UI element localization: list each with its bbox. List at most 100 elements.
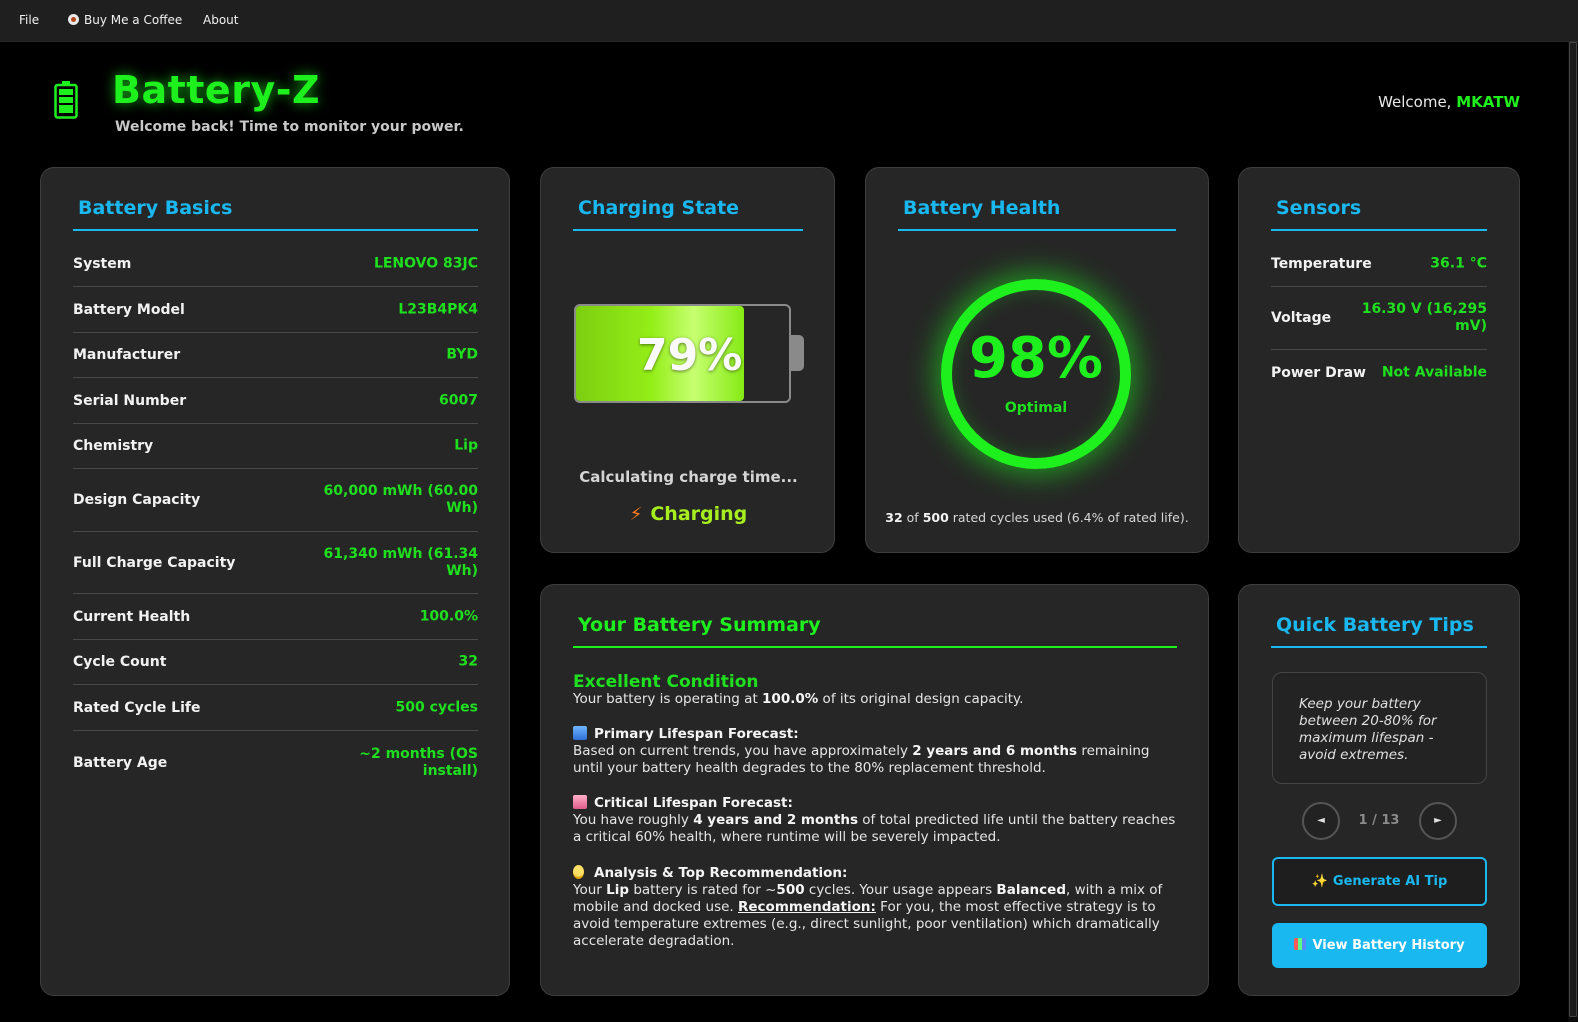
- text-span: of total predicted life until the batter…: [573, 812, 1176, 845]
- analysis-recommendation: Analysis & Top Recommendation: Your Lip …: [573, 865, 1183, 950]
- forecast-value: 4 years and 2 months: [693, 812, 858, 828]
- kv-label: Power Draw: [1271, 365, 1366, 381]
- kv-value-line: 16.30 V (16,295: [1361, 301, 1487, 317]
- kv-row-system: System LENOVO 83JC: [73, 241, 478, 287]
- generate-label: Generate AI Tip: [1332, 874, 1448, 889]
- text-span: Your battery is operating at: [573, 691, 763, 707]
- card-title: Battery Basics: [78, 197, 233, 219]
- quick-tips-card: Quick Battery Tips Keep your battery bet…: [1238, 584, 1520, 996]
- menu-file[interactable]: File: [19, 13, 40, 27]
- welcome-message: Welcome, MKATW: [1378, 93, 1520, 111]
- menu-buy-me-a-coffee[interactable]: Buy Me a Coffee: [68, 13, 182, 27]
- title-divider: [1271, 229, 1487, 231]
- kv-row-manufacturer: Manufacturer BYD: [73, 333, 478, 378]
- title-divider: [573, 646, 1177, 648]
- condition-text: Your battery is operating at 100.0% of i…: [573, 691, 1183, 708]
- battery-basics-card: Battery Basics System LENOVO 83JC Battery…: [40, 167, 510, 996]
- forecast-value: 2 years and 6 months: [912, 743, 1078, 759]
- lightning-bolt-icon: ⚡: [629, 504, 643, 525]
- kv-value-line: ~2 months (OS: [359, 745, 478, 762]
- kv-value: 60,000 mWh (60.00 Wh): [324, 483, 478, 517]
- view-battery-history-button[interactable]: View Battery History: [1272, 923, 1487, 968]
- kv-value: 32: [458, 653, 478, 670]
- kv-value: 100.0%: [419, 608, 478, 624]
- app-subtitle: Welcome back! Time to monitor your power…: [115, 119, 464, 135]
- primary-forecast-heading: Primary Lifespan Forecast:: [573, 726, 1183, 743]
- kv-value-line: mV): [1455, 318, 1487, 334]
- kv-value: 6007: [439, 392, 478, 408]
- card-title: Sensors: [1276, 197, 1362, 219]
- kv-label: Battery Model: [73, 301, 185, 318]
- primary-forecast-body: Based on current trends, you have approx…: [573, 743, 1183, 777]
- kv-row-serial-number: Serial Number 6007: [73, 378, 478, 424]
- analysis-body: Your Lip battery is rated for ~500 cycle…: [573, 882, 1183, 950]
- recommendation-label: Recommendation:: [738, 899, 876, 915]
- tip-box: Keep your battery between 20-80% for max…: [1272, 672, 1487, 784]
- health-ring: [941, 279, 1131, 469]
- kv-label: Rated Cycle Life: [73, 699, 201, 716]
- battery-level-fill: [576, 306, 744, 401]
- text-span: , with a mix of mobile and docked use.: [573, 882, 1163, 915]
- lightbulb-icon: [573, 865, 584, 879]
- kv-value: 36.1 °C: [1430, 255, 1487, 271]
- card-title: Charging State: [578, 197, 740, 219]
- text-span: battery is rated for ~: [629, 882, 777, 898]
- chemistry-value: Lip: [606, 882, 630, 898]
- battery-gauge: [574, 304, 791, 403]
- text-span: Your: [573, 882, 607, 898]
- kv-value-line: Wh): [446, 500, 478, 516]
- bar-chart-icon: [1294, 938, 1307, 950]
- kv-value: 61,340 mWh (61.34 Wh): [324, 546, 478, 580]
- chart-down-icon: [573, 795, 587, 809]
- text-span: remaining until your battery health degr…: [573, 743, 1150, 776]
- kv-row-battery-age: Battery Age ~2 months (OS install): [73, 731, 478, 794]
- kv-label: Serial Number: [73, 392, 187, 409]
- next-tip-button[interactable]: ►: [1419, 802, 1457, 840]
- generate-ai-tip-button[interactable]: ✨ Generate AI Tip: [1272, 857, 1487, 906]
- kv-label: Design Capacity: [73, 492, 201, 508]
- cycles-rated: 500: [922, 510, 949, 525]
- kv-label: Voltage: [1271, 310, 1332, 326]
- critical-forecast-body: You have roughly 4 years and 2 months of…: [573, 812, 1183, 846]
- kv-value: L23B4PK4: [398, 301, 478, 317]
- kv-row-chemistry: Chemistry Lip: [73, 424, 478, 469]
- cycles-suffix: rated cycles used (6.4% of rated life).: [948, 510, 1189, 525]
- kv-label: Cycle Count: [73, 654, 167, 670]
- kv-value-line: Wh): [446, 562, 478, 579]
- kv-label: Temperature: [1271, 255, 1372, 272]
- battery-logo-icon: [54, 81, 78, 119]
- condition-heading: Excellent Condition: [573, 672, 759, 692]
- cycles-used: 32: [885, 510, 903, 525]
- kv-value: ~2 months (OS install): [359, 746, 478, 780]
- card-title: Your Battery Summary: [578, 614, 821, 636]
- analysis-heading: Analysis & Top Recommendation:: [573, 865, 1183, 882]
- kv-value-line: 61,340 mWh (61.34: [323, 545, 478, 562]
- primary-forecast: Primary Lifespan Forecast: Based on curr…: [573, 726, 1183, 777]
- health-percent: 98%: [968, 326, 1104, 391]
- kv-value: BYD: [446, 346, 478, 363]
- sensor-row-power-draw: Power Draw Not Available: [1271, 350, 1487, 396]
- title-divider: [573, 229, 803, 231]
- kv-row-full-charge-capacity: Full Charge Capacity 61,340 mWh (61.34 Wh): [73, 532, 478, 594]
- kv-row-battery-model: Battery Model L23B4PK4: [73, 287, 478, 333]
- kv-label: Battery Age: [73, 754, 168, 771]
- menu-about[interactable]: About: [203, 13, 239, 27]
- title-divider: [73, 229, 478, 231]
- chart-icon: [573, 726, 587, 740]
- text-span: of its original design capacity.: [818, 691, 1024, 707]
- previous-tip-button[interactable]: ◄: [1302, 802, 1340, 840]
- kv-value-line: install): [422, 762, 478, 779]
- tip-counter: 1 / 13: [1358, 813, 1400, 828]
- scrollbar-thumb[interactable]: [1569, 42, 1577, 1017]
- welcome-prefix: Welcome,: [1378, 93, 1457, 111]
- menu-bar: File Buy Me a Coffee About: [0, 0, 1578, 42]
- kv-value: Lip: [454, 437, 478, 454]
- heading-label: Analysis & Top Recommendation:: [594, 865, 848, 881]
- critical-forecast: Critical Lifespan Forecast: You have rou…: [573, 795, 1183, 846]
- critical-forecast-heading: Critical Lifespan Forecast:: [573, 795, 1183, 812]
- kv-value: 500 cycles: [395, 699, 478, 715]
- vertical-scrollbar[interactable]: [1568, 42, 1578, 1022]
- battery-terminal: [791, 335, 804, 371]
- card-title: Battery Health: [903, 197, 1061, 219]
- app-title: Battery-Z: [112, 68, 321, 112]
